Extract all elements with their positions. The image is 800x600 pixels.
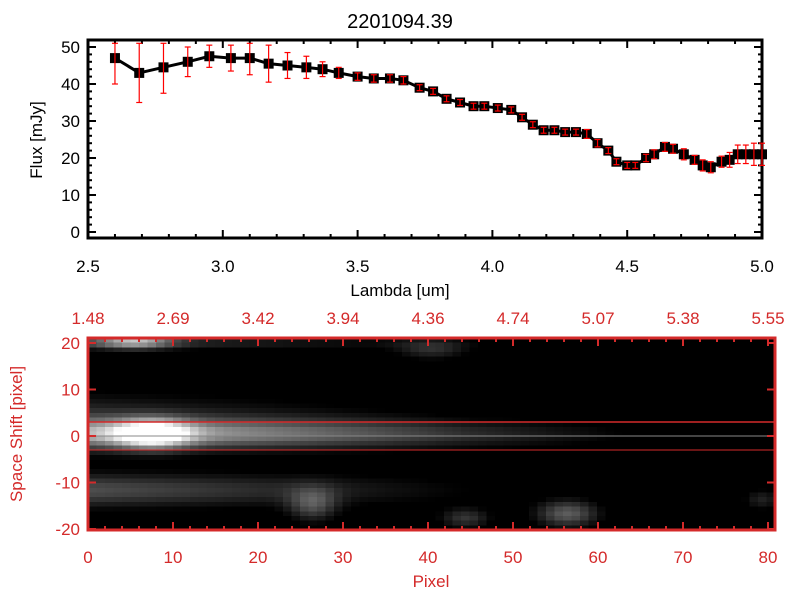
top-x-tick-label: 5.38 (666, 309, 699, 328)
y-tick-label: 0 (71, 223, 80, 242)
x-tick-label: 0 (83, 548, 92, 567)
spectrum-2d-image (88, 338, 775, 530)
y-tick-label: -10 (55, 474, 80, 493)
x-tick-label: 70 (674, 548, 693, 567)
top-x-tick-label: 4.74 (496, 309, 529, 328)
top-x-tick-label: 2.69 (156, 309, 189, 328)
top-x-tick-label: 3.94 (326, 309, 359, 328)
y-tick-label: -20 (55, 520, 80, 539)
x-tick-label: 5.0 (750, 257, 774, 276)
x-tick-label: 4.5 (615, 257, 639, 276)
top-x-tick-label: 3.42 (241, 309, 274, 328)
x-tick-label: 3.5 (346, 257, 370, 276)
y-tick-label: 0 (71, 427, 80, 446)
bottom-plot-frame (86, 336, 777, 532)
x-tick-label: 50 (504, 548, 523, 567)
y-tick-label: 40 (61, 75, 80, 94)
x-tick-label: 80 (759, 548, 778, 567)
x-tick-label: 3.0 (211, 257, 235, 276)
x-tick-label: 2.5 (76, 257, 100, 276)
top-plot-frame (86, 38, 764, 240)
bottom-y-axis-label: Space Shift [pixel] (7, 366, 26, 502)
x-tick-label: 20 (249, 548, 268, 567)
top-y-axis-label: Flux [mJy] (27, 101, 46, 178)
top-x-tick-label: 5.55 (751, 309, 784, 328)
y-tick-label: 50 (61, 38, 80, 57)
x-tick-label: 30 (334, 548, 353, 567)
chart-title: 2201094.39 (347, 11, 453, 33)
bottom-x-axis-label: Pixel (413, 572, 450, 591)
top-x-tick-label: 4.36 (411, 309, 444, 328)
y-tick-label: 10 (61, 381, 80, 400)
top-x-axis-label: Lambda [um] (350, 281, 449, 300)
x-tick-label: 40 (419, 548, 438, 567)
x-tick-label: 10 (164, 548, 183, 567)
top-x-tick-label: 1.48 (71, 309, 104, 328)
y-tick-label: 30 (61, 112, 80, 131)
x-tick-label: 60 (589, 548, 608, 567)
x-tick-label: 4.0 (481, 257, 505, 276)
y-tick-label: 20 (61, 149, 80, 168)
y-tick-label: 10 (61, 186, 80, 205)
y-tick-label: 20 (61, 334, 80, 353)
top-x-tick-label: 5.07 (581, 309, 614, 328)
